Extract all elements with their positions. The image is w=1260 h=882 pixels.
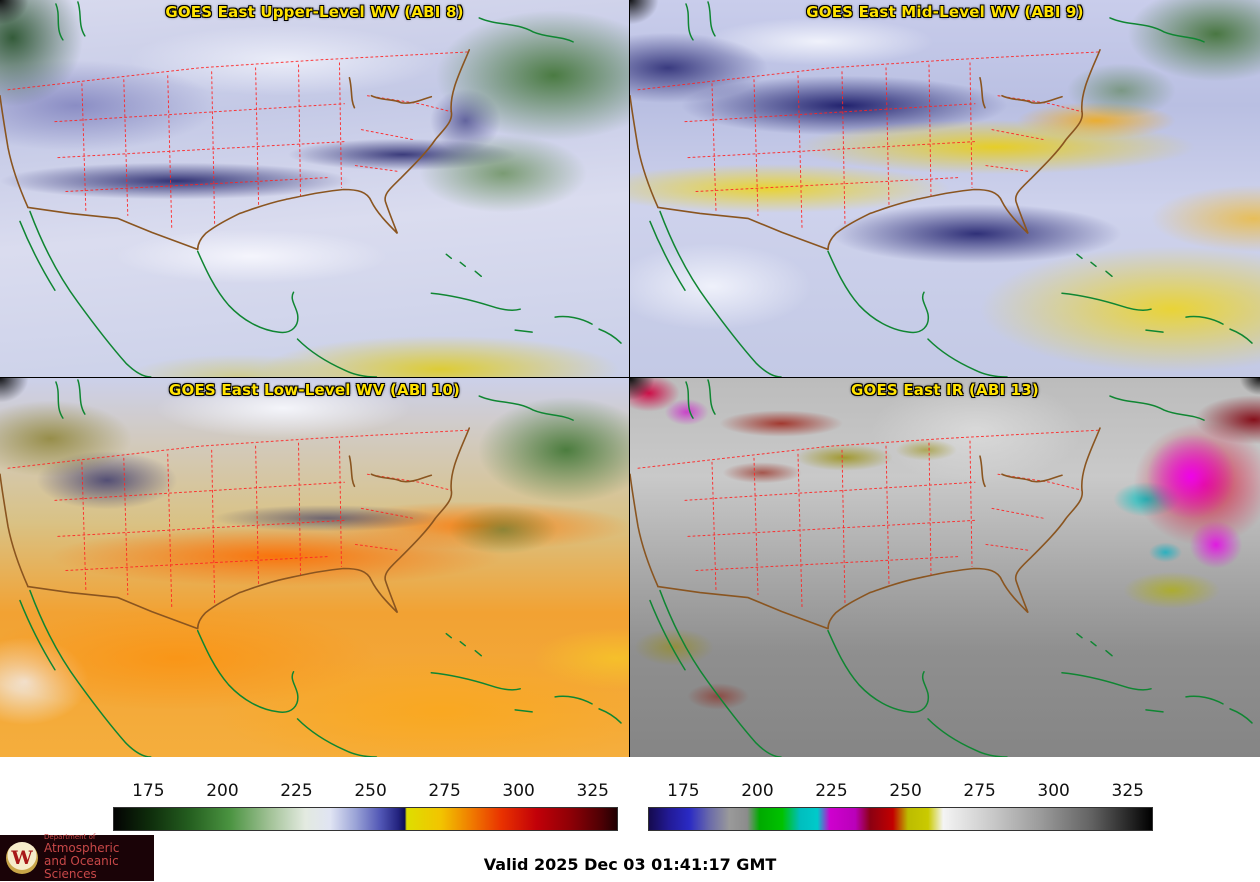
- satellite-image-abi10: [0, 378, 629, 757]
- panel-low-level-wv: GOES East Low-Level WV (ABI 10): [0, 378, 630, 757]
- logo-text: Department of Atmospheric and Oceanic Sc…: [44, 834, 148, 881]
- tick-label: 325: [1111, 781, 1144, 801]
- logo-line-1: Atmospheric: [44, 841, 120, 856]
- panel-upper-level-wv: GOES East Upper-Level WV (ABI 8): [0, 0, 630, 378]
- panel-title-abi9: GOES East Mid-Level WV (ABI 9): [806, 3, 1084, 21]
- colorbar-wv-gradient: [113, 807, 618, 831]
- tick-label: 225: [815, 781, 848, 801]
- tick-label: 200: [741, 781, 774, 801]
- imagery-grid: GOES East Upper-Level WV (ABI 8) GOES Ea…: [0, 0, 1260, 757]
- footer: 175 200 225 250 275 300 325 175 200 225 …: [0, 757, 1260, 881]
- satellite-image-abi13: [630, 378, 1260, 757]
- panel-title-abi10: GOES East Low-Level WV (ABI 10): [168, 381, 461, 399]
- tick-label: 325: [576, 781, 609, 801]
- satellite-image-abi8: [0, 0, 629, 377]
- colorbar-wv-ticks: 175 200 225 250 275 300 325: [113, 781, 618, 807]
- logo-dept-label: Department of: [44, 833, 96, 842]
- tick-label: 225: [280, 781, 313, 801]
- valid-time: Valid 2025 Dec 03 01:41:17 GMT: [483, 855, 777, 874]
- panel-title-abi13: GOES East IR (ABI 13): [850, 381, 1039, 399]
- tick-label: 300: [1037, 781, 1070, 801]
- panel-mid-level-wv: GOES East Mid-Level WV (ABI 9): [630, 0, 1260, 378]
- tick-label: 275: [428, 781, 461, 801]
- uw-aos-logo: W Department of Atmospheric and Oceanic …: [0, 834, 154, 881]
- panel-title-abi8: GOES East Upper-Level WV (ABI 8): [165, 3, 464, 21]
- tick-label: 275: [963, 781, 996, 801]
- panel-ir: GOES East IR (ABI 13): [630, 378, 1260, 757]
- tick-label: 250: [889, 781, 922, 801]
- tick-label: 175: [667, 781, 700, 801]
- tick-label: 175: [132, 781, 165, 801]
- tick-label: 200: [206, 781, 239, 801]
- uw-crest-icon: W: [6, 842, 38, 874]
- tick-label: 250: [354, 781, 387, 801]
- colorbar-ir-ticks: 175 200 225 250 275 300 325: [648, 781, 1153, 807]
- tick-label: 300: [502, 781, 535, 801]
- satellite-image-abi9: [630, 0, 1260, 377]
- colorbar-ir: 175 200 225 250 275 300 325: [648, 781, 1153, 831]
- logo-line-2: and Oceanic Sciences: [44, 854, 119, 882]
- colorbar-ir-gradient: [648, 807, 1153, 831]
- colorbar-wv: 175 200 225 250 275 300 325: [113, 781, 618, 831]
